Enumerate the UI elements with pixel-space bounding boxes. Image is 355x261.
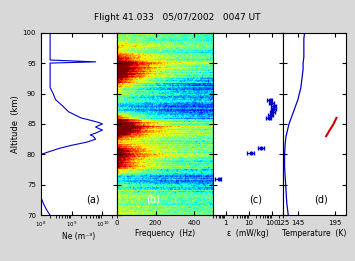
Text: (d): (d) [315,194,328,204]
X-axis label: ε  (mW/kg): ε (mW/kg) [227,229,269,238]
X-axis label: Frequency  (Hz): Frequency (Hz) [135,229,195,238]
Text: (b): (b) [146,194,160,204]
Y-axis label: Altitude  (km): Altitude (km) [11,95,20,153]
Text: (a): (a) [87,194,100,204]
X-axis label: Temperature  (K): Temperature (K) [283,229,347,238]
Text: (c): (c) [250,194,263,204]
X-axis label: Ne (m⁻³): Ne (m⁻³) [62,232,95,241]
Text: Flight 41.033   05/07/2002   0047 UT: Flight 41.033 05/07/2002 0047 UT [94,13,261,22]
